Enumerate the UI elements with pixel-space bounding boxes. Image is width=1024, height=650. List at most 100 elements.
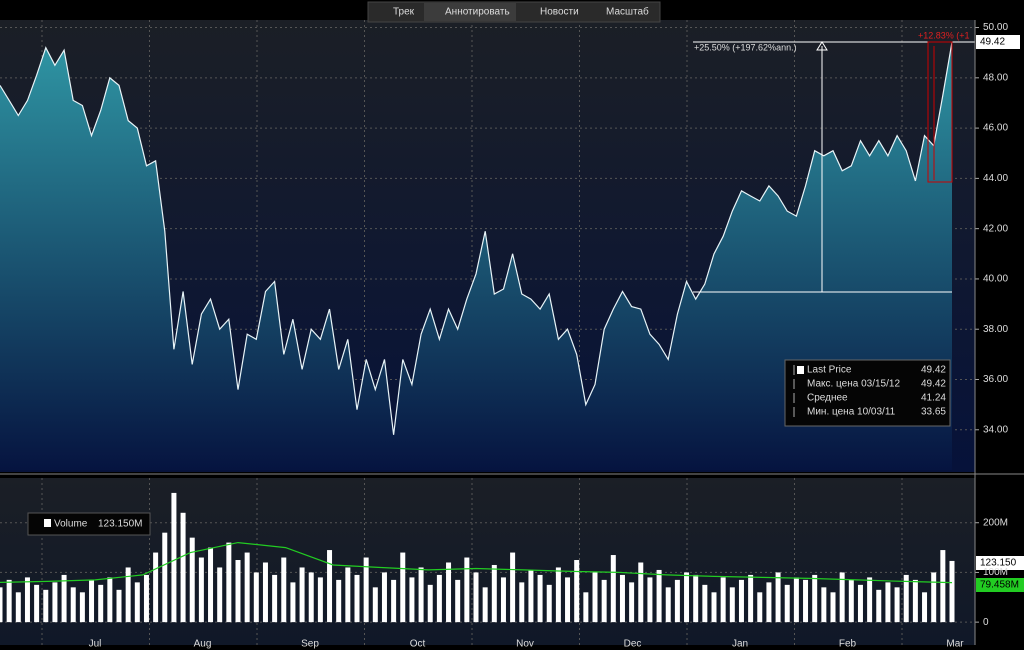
volume-bar	[418, 567, 424, 623]
annotation-text: +12.83% (+1	[918, 30, 970, 40]
volume-bar	[24, 577, 30, 623]
plot	[0, 41, 955, 623]
volume-bar	[922, 592, 928, 623]
volume-bar	[372, 587, 378, 623]
volume-bar	[482, 587, 488, 623]
volume-bar	[180, 512, 186, 623]
y-tick-label: 36.00	[983, 374, 1008, 385]
volume-bar	[748, 574, 754, 623]
ma-tag-label: 79.458M	[980, 580, 1019, 591]
legend-label: Volume	[54, 519, 88, 530]
volume-bar	[354, 574, 360, 623]
volume-bar	[830, 592, 836, 623]
volume-bar	[143, 574, 149, 623]
x-tick-label: Jul	[89, 639, 102, 650]
volume-bar	[702, 584, 708, 623]
volume-bar	[821, 587, 827, 623]
legend-value: 123.150M	[98, 519, 142, 530]
price-line	[0, 41, 953, 435]
volume-bar	[79, 592, 85, 623]
legend-label: Макс. цена 03/15/12	[807, 379, 900, 390]
volume-bar	[299, 567, 305, 623]
price-tag-label: 49.42	[980, 37, 1005, 48]
volume-bar	[455, 579, 461, 623]
volume-bar	[400, 552, 406, 623]
volume-bar	[134, 582, 140, 623]
volume-bar	[6, 579, 12, 623]
volume-bar	[70, 587, 76, 623]
y-tick-label: 200M	[983, 517, 1008, 528]
volume-bar	[0, 587, 3, 623]
volume-bar	[345, 567, 351, 623]
volume-bar	[693, 574, 699, 623]
volume-bar	[665, 587, 671, 623]
volume-bar	[574, 560, 580, 623]
toolbar-track[interactable]: Трек	[393, 7, 415, 18]
volume-bar	[793, 577, 799, 623]
volume-bar	[510, 552, 516, 623]
volume-bar	[244, 552, 250, 623]
volume-bar	[903, 574, 909, 623]
legend-value: 41.24	[921, 393, 946, 404]
toolbar-annotate[interactable]: Аннотировать	[445, 7, 510, 18]
ma-tag	[976, 578, 1024, 592]
volume-bar	[949, 560, 955, 623]
x-tick-label: Oct	[410, 639, 426, 650]
volume-bar	[803, 579, 809, 623]
volume-bar	[839, 572, 845, 623]
volume-bar	[198, 557, 204, 623]
volume-bar	[317, 577, 323, 623]
volume-bar	[519, 582, 525, 623]
volume-bar	[473, 572, 479, 623]
y-tick-label: 42.00	[983, 223, 1008, 234]
volume-bar	[171, 492, 177, 623]
volume-bar	[857, 584, 863, 623]
x-tick-label: Jan	[732, 639, 748, 650]
volume-bar	[812, 574, 818, 623]
volume-bar	[528, 569, 534, 623]
volume-bar	[894, 587, 900, 623]
toolbar-news[interactable]: Новости	[540, 7, 579, 18]
volume-bar	[491, 564, 497, 623]
volume-bar	[381, 572, 387, 623]
y-tick-label: 48.00	[983, 72, 1008, 83]
legend-value: 49.42	[921, 365, 946, 376]
volume-bar	[546, 584, 552, 623]
legend-value: 49.42	[921, 379, 946, 390]
y-tick-label: 100M	[983, 567, 1008, 578]
volume-bar	[89, 579, 95, 623]
volume-bar	[262, 562, 268, 623]
volume-bar	[272, 574, 278, 623]
volume-bar	[15, 592, 21, 623]
volume-bar	[565, 577, 571, 623]
toolbar-zoom[interactable]: Масштаб	[606, 6, 649, 18]
volume-bar	[336, 579, 342, 623]
volume-bar	[208, 547, 214, 623]
legend-label: Среднее	[807, 393, 848, 404]
volume-bar	[34, 584, 40, 623]
legend-swatch	[797, 366, 804, 374]
x-tick-label: Dec	[624, 639, 642, 650]
volume-bar	[638, 562, 644, 623]
volume-bar	[409, 577, 415, 623]
volume-bar	[253, 572, 259, 623]
volume-bar	[391, 579, 397, 623]
legend-label: Мин. цена 10/03/11	[807, 407, 896, 418]
volume-bar	[217, 567, 223, 623]
volume-bar	[327, 550, 333, 623]
legend	[784, 359, 951, 427]
x-tick-label: Feb	[839, 639, 857, 650]
volume-bar	[583, 592, 589, 623]
price-tag	[976, 35, 1020, 49]
volume-bar	[162, 532, 168, 623]
volume-bar	[647, 577, 653, 623]
moving-average	[0, 541, 953, 584]
y-tick-label: 46.00	[983, 123, 1008, 134]
volume-bar	[684, 572, 690, 623]
y-tick-label: 0	[983, 617, 989, 628]
volume-bar	[52, 582, 58, 623]
volume-bar	[43, 589, 49, 623]
y-tick-label: 34.00	[983, 424, 1008, 435]
volume-bar	[427, 584, 433, 623]
volume-bar	[656, 569, 662, 623]
